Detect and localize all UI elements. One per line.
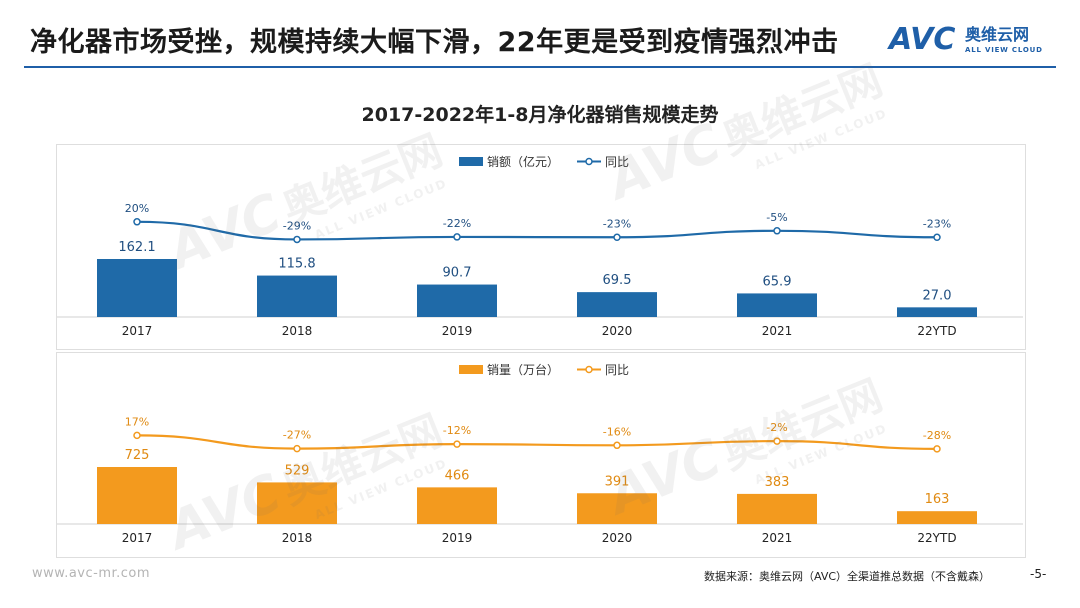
yoy-point	[293, 235, 301, 244]
yoy-label: 20%	[125, 202, 149, 215]
x-tick-label: 2018	[282, 324, 313, 338]
x-tick-label: 22YTD	[917, 324, 956, 338]
yoy-point	[933, 233, 941, 242]
x-tick-label: 2019	[442, 324, 473, 338]
yoy-point	[773, 437, 781, 445]
bar	[897, 511, 977, 524]
yoy-label: -23%	[603, 217, 631, 230]
avc-logo: AVC 奥维云网 ALL VIEW CLOUD	[889, 24, 1059, 58]
x-tick-label: 2019	[442, 531, 473, 545]
yoy-point	[133, 218, 141, 226]
x-tick-label: 2021	[762, 531, 793, 545]
bar	[737, 493, 817, 524]
bar	[417, 284, 497, 317]
yoy-point	[933, 445, 941, 453]
logo-english: ALL VIEW CLOUD	[965, 46, 1043, 54]
sales-volume-chart: 销量（万台） 同比 725 2017 529 2018 466 2019 391 2020 383 2…	[57, 362, 1023, 545]
yoy-label: -22%	[443, 217, 471, 230]
bar	[257, 275, 337, 317]
yoy-point	[453, 440, 461, 448]
bar	[97, 259, 177, 317]
x-tick-label: 2017	[122, 531, 153, 545]
website-link[interactable]: www.avc-mr.com	[32, 566, 151, 581]
yoy-point	[453, 233, 461, 241]
legend-line-marker	[585, 157, 593, 166]
sales-value-chart-panel: 销额（亿元） 同比 162.1 2017 115.8 2018 90.7 2019 69.5 20…	[56, 144, 1026, 350]
bar	[417, 487, 497, 524]
x-tick-label: 22YTD	[917, 531, 956, 545]
legend-bar-label: 销量（万台）	[487, 362, 559, 377]
legend-bar-swatch	[459, 365, 483, 374]
bar-value-label: 115.8	[278, 257, 315, 272]
bar-value-label: 391	[605, 474, 630, 489]
bar	[897, 307, 977, 317]
x-tick-label: 2018	[282, 531, 313, 545]
sales-volume-chart-panel: 销量（万台） 同比 725 2017 529 2018 466 2019 391 2020 383 2…	[56, 352, 1026, 558]
bar-value-label: 725	[125, 448, 150, 463]
bar-value-label: 65.9	[763, 274, 792, 289]
x-tick-label: 2020	[602, 531, 633, 545]
bar-value-label: 90.7	[443, 266, 472, 281]
bar-value-label: 163	[925, 492, 950, 507]
bar-value-label: 466	[445, 468, 470, 483]
yoy-label: -16%	[603, 425, 631, 438]
yoy-label: -27%	[283, 429, 311, 442]
bar	[257, 482, 337, 524]
bar-value-label: 27.0	[923, 288, 952, 303]
logo-chinese: 奥维云网	[965, 25, 1030, 44]
bar-value-label: 69.5	[603, 273, 632, 288]
logo-mark: AVC	[889, 22, 956, 57]
yoy-label: -28%	[923, 429, 951, 442]
bar	[97, 467, 177, 524]
chart-title: 2017-2022年1-8月净化器销售规模走势	[361, 104, 719, 126]
legend-bar-label: 销额（亿元）	[487, 154, 559, 169]
yoy-point	[613, 233, 621, 242]
yoy-label: -29%	[283, 219, 311, 232]
yoy-label: -2%	[766, 421, 787, 434]
yoy-line	[136, 220, 938, 241]
x-tick-label: 2020	[602, 324, 633, 338]
yoy-line	[136, 434, 938, 450]
legend: 销额（亿元） 同比	[459, 154, 629, 169]
yoy-label: -12%	[443, 424, 471, 437]
legend-line-marker	[585, 365, 593, 374]
sales-value-chart: 销额（亿元） 同比 162.1 2017 115.8 2018 90.7 2019 69.5 20…	[57, 154, 1023, 338]
yoy-point	[293, 444, 301, 453]
yoy-label: -23%	[923, 217, 951, 230]
bar	[577, 292, 657, 317]
bar	[737, 293, 817, 317]
bar-value-label: 383	[765, 475, 790, 490]
yoy-label: -5%	[766, 211, 787, 224]
legend-line-label: 同比	[605, 155, 629, 169]
x-tick-label: 2021	[762, 324, 793, 338]
bar-value-label: 529	[285, 463, 310, 478]
data-source-note: 数据来源：奥维云网（AVC）全渠道推总数据（不含戴森）	[704, 570, 991, 583]
header-divider	[24, 66, 1056, 68]
x-tick-label: 2017	[122, 324, 153, 338]
legend-line-label: 同比	[605, 363, 629, 377]
yoy-point	[613, 441, 621, 450]
page-title: 净化器市场受挫，规模持续大幅下滑，22年更是受到疫情强烈冲击	[30, 27, 839, 58]
legend-bar-swatch	[459, 157, 483, 166]
yoy-label: 17%	[125, 415, 149, 428]
bar	[577, 493, 657, 524]
yoy-point	[133, 431, 141, 440]
bar-value-label: 162.1	[118, 240, 155, 255]
yoy-point	[773, 227, 781, 235]
legend: 销量（万台） 同比	[459, 362, 629, 377]
page-number: -5-	[1030, 567, 1047, 581]
